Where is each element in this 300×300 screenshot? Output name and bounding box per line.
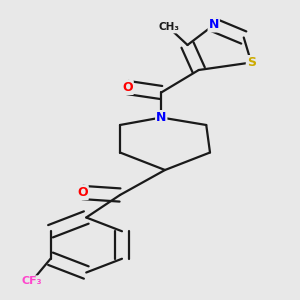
Text: S: S [247,56,256,69]
Text: O: O [122,81,133,94]
Text: CF₃: CF₃ [22,276,42,286]
Text: N: N [156,111,166,124]
Text: O: O [77,186,88,199]
Text: N: N [208,19,219,32]
Text: CH₃: CH₃ [158,22,179,32]
